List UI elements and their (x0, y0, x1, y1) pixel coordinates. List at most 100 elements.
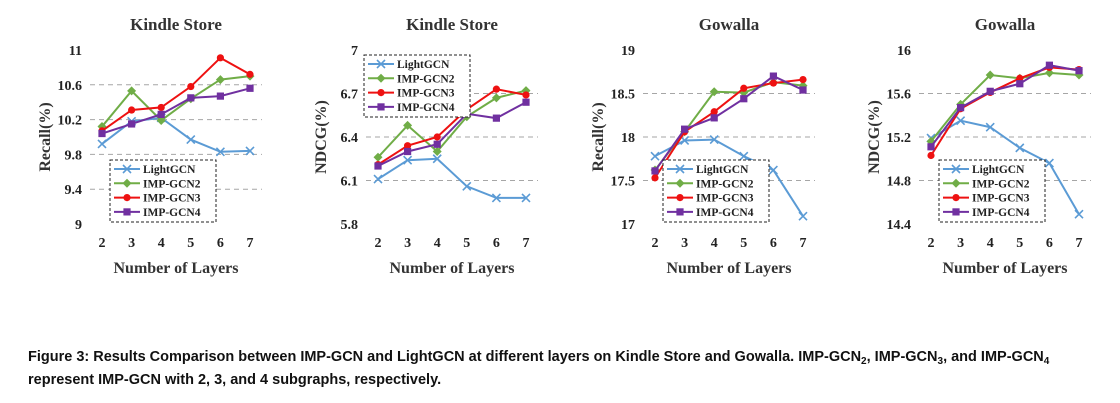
chart-title: Gowalla (699, 15, 760, 34)
square-marker (123, 208, 131, 216)
y-tick-label: 6.1 (341, 175, 359, 190)
circle-marker (952, 194, 960, 202)
chart-svg: Gowalla 14.4 14.8 15.2 15.6 16 2 3 4 5 6 7 Number of… (866, 15, 1091, 277)
y-tick-label: 5.8 (341, 218, 359, 233)
x-tick-label: 4 (711, 236, 718, 251)
square-marker (1045, 61, 1053, 69)
x-tick-label: 4 (987, 236, 994, 251)
series-lightgcn (650, 135, 808, 221)
x-tick-label: 2 (375, 236, 382, 251)
diamond-marker (156, 115, 166, 125)
chart-svg: Kindle Store 9 9.4 9.8 10.2 10.6 11 2 3 4 5 6 7 Numbe… (37, 15, 262, 277)
circle-marker (128, 106, 136, 114)
legend-label: IMP-GCN2 (696, 178, 754, 190)
series-lightgcn (373, 154, 531, 203)
x-axis-label: Number of Layers (942, 260, 1067, 277)
square-marker (1016, 80, 1024, 88)
square-marker (377, 103, 385, 111)
y-tick-label: 17 (621, 218, 635, 233)
y-axis-label: Recall(%) (37, 102, 54, 171)
circle-marker (187, 82, 195, 91)
square-marker (799, 86, 807, 94)
x-tick-label: 6 (1046, 236, 1053, 251)
x-marker (215, 147, 225, 157)
x-marker (951, 164, 961, 174)
chart-title: Kindle Store (130, 15, 222, 34)
series-lightgcn (97, 113, 255, 157)
square-marker (522, 98, 530, 106)
series-line (101, 87, 251, 135)
x-marker (680, 135, 690, 146)
legend-label: IMP-GCN4 (696, 207, 754, 219)
square-marker (710, 114, 718, 122)
circle-marker (651, 174, 659, 182)
series-line (654, 74, 804, 172)
diamond-marker (127, 86, 137, 96)
square-marker (681, 125, 689, 133)
series-imp-gcn2 (97, 71, 255, 132)
circle-marker (492, 85, 500, 93)
circle-marker (216, 54, 224, 62)
x-tick-label: 3 (128, 236, 135, 251)
x-tick-label: 2 (928, 236, 935, 251)
y-tick-label: 6.7 (341, 88, 359, 103)
square-marker (957, 104, 965, 112)
x-tick-label: 6 (770, 236, 777, 251)
circle-marker (1016, 74, 1024, 82)
y-tick-label: 18 (621, 131, 635, 146)
x-marker (122, 164, 132, 174)
x-marker (798, 211, 808, 221)
legend-label: IMP-GCN3 (143, 193, 201, 205)
x-tick-label: 7 (1076, 236, 1083, 251)
square-marker (676, 208, 684, 216)
chart-gowalla-ndcg: Gowalla 14.4 14.8 15.2 15.6 16 2 3 4 5 6 7 Number of… (829, 0, 1109, 300)
x-tick-label: 7 (247, 236, 254, 251)
y-tick-label: 7 (351, 44, 358, 59)
y-tick-label: 6.4 (341, 131, 359, 146)
series-line (377, 157, 526, 199)
x-marker (739, 151, 749, 161)
diamond-marker (709, 87, 719, 97)
legend-label: LightGCN (397, 59, 450, 71)
x-marker (97, 139, 107, 149)
diamond-marker (122, 178, 132, 188)
circle-marker (377, 89, 385, 97)
chart-gowalla-recall: Gowalla 17 17.5 18 18.5 19 2 3 4 5 6 7 Number of Lay… (553, 0, 833, 300)
y-tick-label: 11 (69, 44, 82, 59)
x-axis-label: Number of Layers (389, 260, 514, 277)
circle-marker (123, 194, 131, 202)
square-marker (651, 167, 659, 175)
circle-marker (676, 194, 684, 202)
chart-title: Gowalla (975, 15, 1036, 34)
y-tick-label: 15.2 (887, 131, 912, 146)
x-axis-label: Number of Layers (113, 260, 238, 277)
x-tick-label: 7 (800, 236, 807, 251)
x-tick-label: 3 (404, 236, 411, 251)
figure-caption: Figure 3: Results Comparison between IMP… (28, 346, 1108, 392)
legend: LightGCN IMP-GCN2 IMP-GCN3 IMP-GCN4 (662, 159, 770, 223)
legend: LightGCN IMP-GCN2 IMP-GCN3 IMP-GCN4 (363, 54, 471, 118)
x-tick-label: 5 (740, 236, 747, 251)
legend-label: IMP-GCN2 (972, 178, 1030, 190)
y-axis-label: NDCG(%) (866, 100, 883, 174)
x-tick-label: 5 (187, 236, 194, 251)
series-line (654, 81, 804, 171)
x-marker (186, 135, 196, 145)
y-tick-label: 9.8 (65, 148, 83, 163)
diamond-marker (675, 178, 685, 188)
legend-label: IMP-GCN3 (972, 193, 1030, 205)
series-line (930, 64, 1080, 148)
y-tick-label: 10.2 (58, 114, 83, 129)
series-line (101, 116, 251, 153)
diamond-marker (951, 178, 961, 188)
x-tick-label: 2 (652, 236, 659, 251)
series-line (654, 78, 804, 179)
legend-label: LightGCN (143, 164, 196, 176)
circle-marker (769, 79, 777, 87)
legend: LightGCN IMP-GCN2 IMP-GCN3 IMP-GCN4 (938, 159, 1046, 223)
x-tick-label: 7 (523, 236, 530, 251)
x-marker (1074, 209, 1084, 219)
legend-label: IMP-GCN3 (397, 88, 455, 100)
x-marker (985, 122, 995, 132)
chart-title: Kindle Store (406, 15, 498, 34)
